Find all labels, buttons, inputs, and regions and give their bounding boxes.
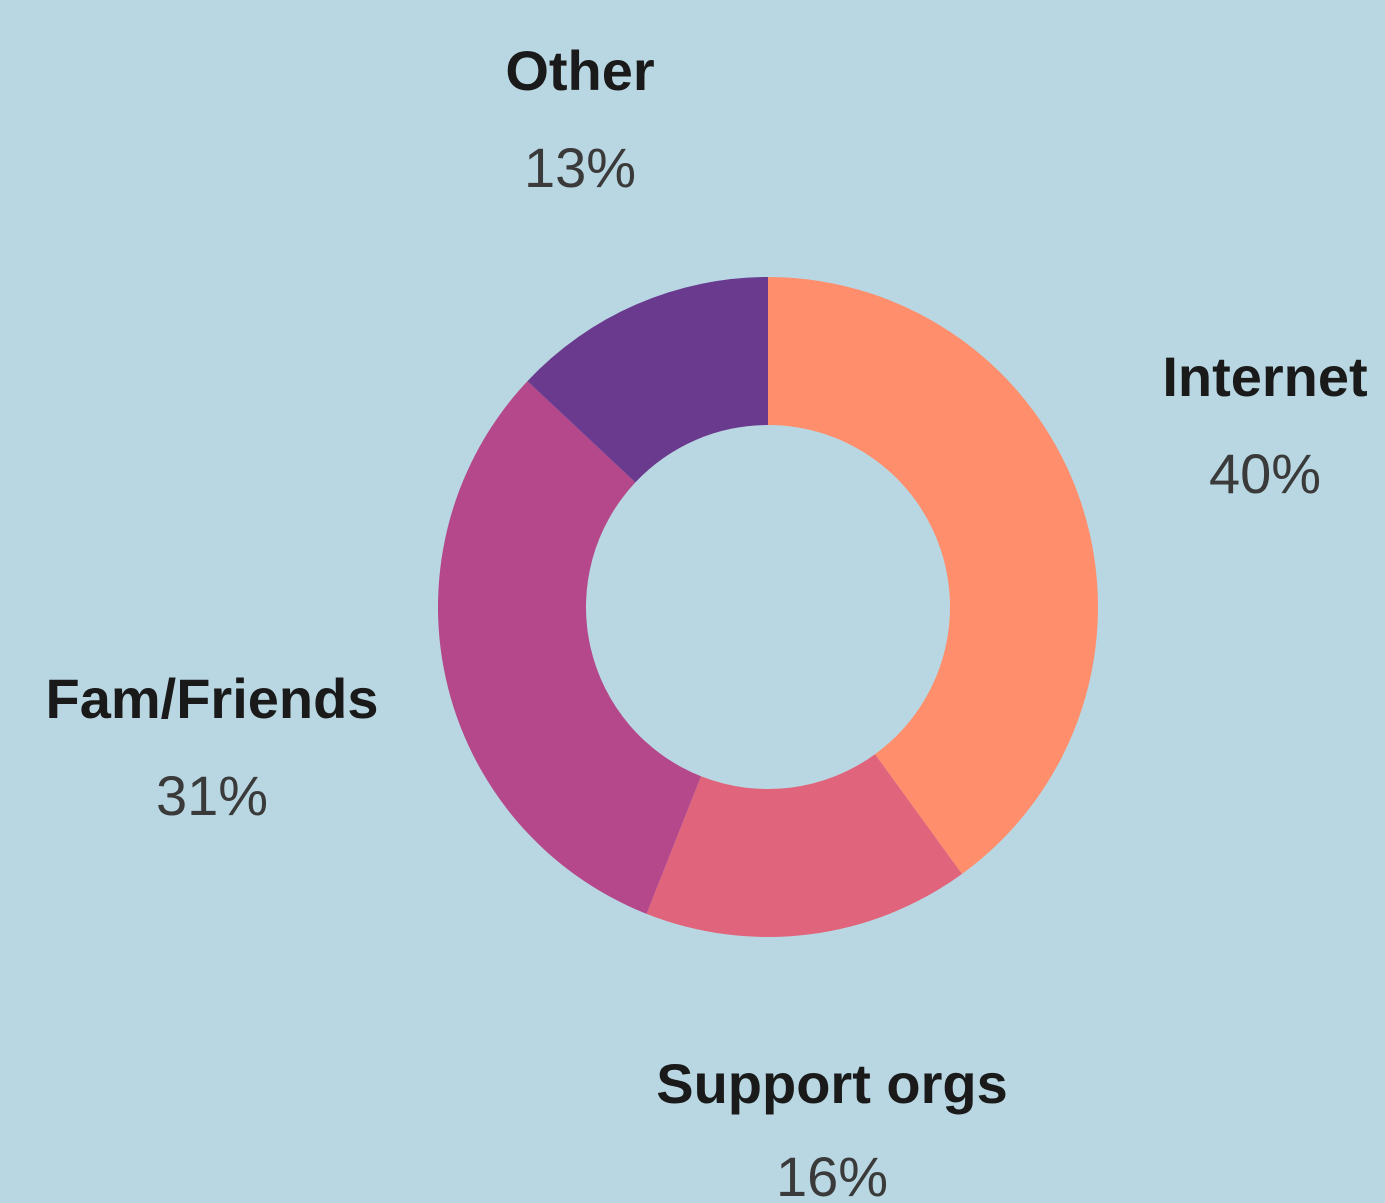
slice-internet bbox=[768, 277, 1098, 874]
slice-fam-friends bbox=[438, 381, 702, 914]
slice-label-internet: Internet bbox=[1162, 345, 1367, 408]
slice-other bbox=[527, 277, 768, 483]
slice-value-fam-friends: 31% bbox=[156, 764, 268, 827]
slice-support-orgs bbox=[646, 754, 962, 937]
donut-labels: Internet 40% Support orgs 16% Fam/Friend… bbox=[46, 39, 1368, 1203]
donut-slices bbox=[438, 277, 1098, 937]
slice-value-support-orgs: 16% bbox=[776, 1145, 888, 1203]
slice-label-other: Other bbox=[505, 39, 654, 102]
slice-label-support-orgs: Support orgs bbox=[656, 1052, 1008, 1115]
slice-label-fam-friends: Fam/Friends bbox=[46, 667, 379, 730]
slice-value-other: 13% bbox=[524, 136, 636, 199]
slice-value-internet: 40% bbox=[1209, 442, 1321, 505]
